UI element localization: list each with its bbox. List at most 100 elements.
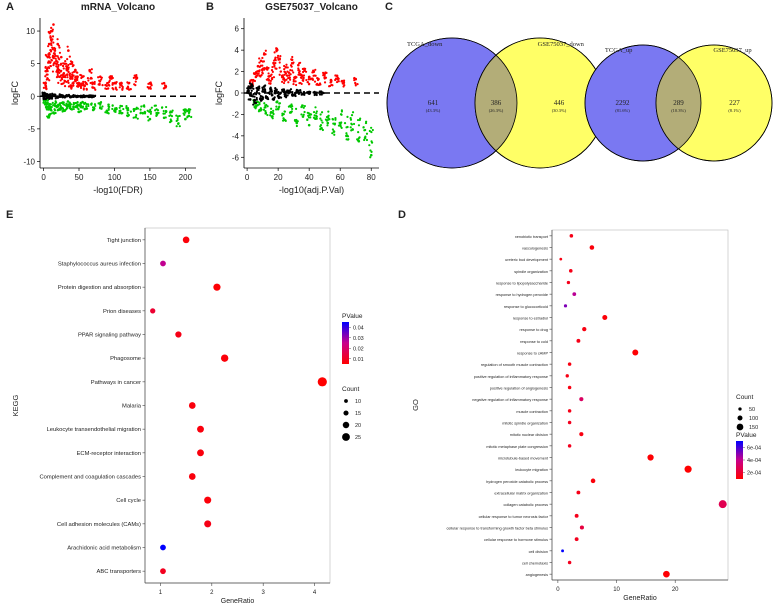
data-point	[53, 49, 57, 52]
data-point	[350, 113, 354, 117]
panel-c-venn: TCGA_down GSE75037_down 641(43.3%) 386(26.3…	[386, 37, 773, 169]
data-point	[77, 108, 80, 111]
y-tick-label: -2	[232, 110, 240, 119]
data-point	[177, 115, 180, 118]
data-point	[261, 69, 264, 72]
data-point	[270, 111, 273, 114]
data-point	[54, 111, 57, 115]
y-tick-label: 5	[31, 60, 36, 69]
data-point	[357, 131, 360, 134]
venn-intersection	[656, 45, 701, 161]
data-point	[86, 94, 89, 97]
data-point	[334, 77, 338, 80]
size-legend-title: Count	[342, 386, 360, 393]
data-point	[99, 101, 102, 104]
data-point	[48, 116, 51, 119]
dot-mark	[576, 338, 581, 343]
data-point	[275, 101, 278, 104]
x-axis-title: GeneRatio	[623, 595, 657, 602]
dot-mark	[582, 327, 587, 332]
data-point	[93, 82, 96, 85]
legend-group: PValue 0.04 0.03 0.02 0.01 Count 10 15 20 25	[342, 313, 364, 441]
data-point	[126, 106, 130, 110]
data-point	[313, 93, 316, 97]
legend-group: PValue 6e-04 4e-04 2e-04 Count 50 100 150	[736, 394, 761, 479]
data-point	[265, 78, 268, 81]
data-point	[134, 115, 138, 119]
data-point	[94, 104, 97, 107]
panel-b-volcano: GSE75037_Volcano 0 20 40 60 80 -6 -4 -2 0 2 4 6 -log1…	[214, 2, 379, 195]
category-label: muscle contraction	[516, 410, 548, 414]
data-point	[253, 79, 257, 83]
data-point	[56, 73, 59, 77]
data-point	[252, 78, 255, 82]
data-point	[79, 106, 83, 109]
data-point	[370, 141, 374, 144]
dot-mark	[579, 525, 584, 530]
size-legend-label: 10	[355, 399, 361, 405]
data-point	[51, 92, 54, 95]
data-point	[187, 114, 191, 118]
data-point	[82, 82, 85, 85]
data-point	[290, 65, 293, 68]
series-down	[42, 99, 193, 128]
data-point	[315, 112, 318, 115]
data-point	[71, 76, 74, 79]
data-point	[85, 83, 89, 86]
data-point	[269, 79, 272, 82]
data-point	[134, 80, 137, 83]
data-point	[270, 107, 273, 110]
data-point	[136, 107, 140, 110]
data-point	[337, 80, 340, 83]
data-point	[121, 85, 124, 89]
data-point	[289, 111, 293, 114]
data-point	[364, 135, 367, 138]
data-point	[55, 106, 58, 109]
data-point	[126, 81, 129, 84]
color-scale-bar	[736, 441, 743, 479]
data-point	[85, 87, 88, 90]
dot-mark	[160, 568, 166, 575]
data-point	[53, 61, 56, 64]
data-point	[186, 110, 189, 113]
data-point	[279, 55, 282, 58]
data-point	[333, 122, 337, 125]
data-point	[365, 138, 369, 142]
data-point	[56, 70, 59, 73]
data-point	[295, 88, 298, 91]
data-point	[165, 105, 168, 109]
data-point	[302, 79, 305, 82]
data-point	[362, 126, 365, 129]
data-point	[105, 109, 108, 112]
data-point	[85, 107, 89, 110]
x-tick-label: 60	[336, 173, 345, 182]
venn-intersection-count: 289	[673, 99, 684, 107]
data-point	[44, 65, 47, 69]
data-point	[326, 124, 329, 127]
color-legend-title: PValue	[342, 313, 363, 320]
data-point	[257, 88, 260, 92]
data-point	[99, 106, 102, 109]
category-label: negative regulation of inflammatory resp…	[472, 398, 548, 402]
data-point	[331, 128, 334, 131]
data-point	[74, 79, 77, 82]
data-point	[132, 116, 135, 119]
data-point	[301, 115, 305, 118]
data-point	[74, 101, 78, 105]
data-point	[271, 76, 274, 80]
data-point	[168, 121, 172, 124]
data-point	[82, 75, 85, 78]
data-point	[143, 104, 146, 107]
data-point	[175, 119, 178, 123]
data-point	[290, 61, 294, 65]
data-point	[345, 132, 348, 135]
category-label: regulation of smooth muscle contraction	[481, 363, 548, 367]
data-point	[87, 104, 90, 108]
data-point	[147, 86, 150, 89]
data-point	[105, 84, 109, 87]
category-label: positive regulation of angiogenesis	[490, 387, 548, 391]
data-point	[111, 82, 114, 85]
dot-mark	[213, 283, 221, 291]
x-tick-label: 100	[108, 173, 122, 182]
data-point	[46, 102, 49, 105]
